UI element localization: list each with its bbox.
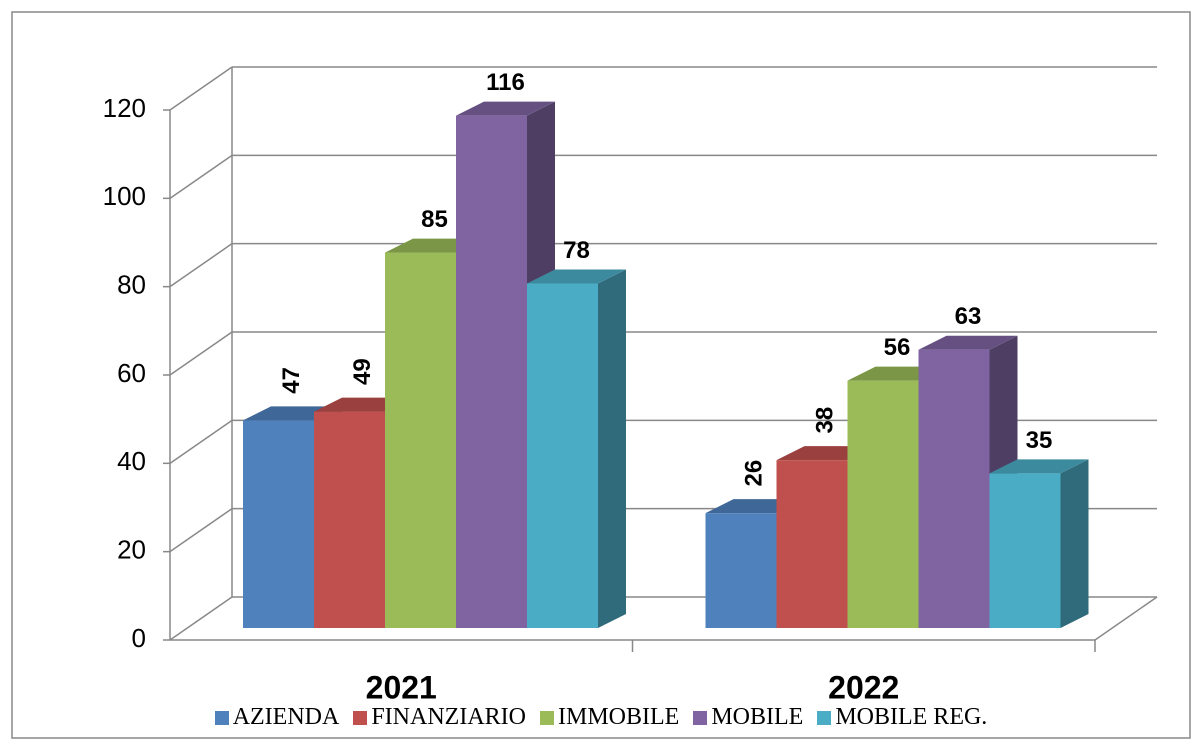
y-tick-label: 0 bbox=[132, 623, 146, 653]
legend-item: IMMOBILE bbox=[539, 704, 680, 731]
bar bbox=[705, 513, 777, 628]
value-label: 78 bbox=[563, 237, 590, 264]
value-label: 56 bbox=[884, 334, 911, 361]
bar bbox=[385, 252, 456, 629]
value-label: 35 bbox=[1026, 427, 1053, 454]
legend-swatch bbox=[817, 710, 832, 725]
x-tick-label: 2021 bbox=[366, 669, 437, 705]
legend-label: IMMOBILE bbox=[557, 704, 680, 730]
bar-side bbox=[598, 269, 626, 628]
legend-swatch bbox=[214, 710, 229, 725]
floor-right bbox=[1094, 596, 1158, 641]
grid-diagonal bbox=[169, 508, 233, 553]
bar bbox=[456, 115, 527, 628]
legend-swatch bbox=[693, 710, 708, 725]
grid-diagonal bbox=[169, 154, 233, 199]
legend-label: AZIENDA bbox=[232, 704, 340, 730]
bar bbox=[989, 473, 1061, 628]
value-label: 49 bbox=[349, 358, 376, 385]
grid-diagonal bbox=[169, 331, 233, 376]
legend-item: AZIENDA bbox=[214, 704, 340, 731]
legend-label: MOBILE REG. bbox=[835, 704, 988, 730]
legend-label: FINANZIARIO bbox=[371, 704, 526, 730]
legend-item: MOBILE REG. bbox=[817, 704, 987, 731]
bar bbox=[847, 380, 919, 628]
grid-diagonal bbox=[169, 596, 233, 641]
value-label: 38 bbox=[811, 407, 838, 434]
legend: AZIENDA FINANZIARIO IMMOBILE MOBILE MOBILE R… bbox=[0, 704, 1202, 731]
y-tick-label: 120 bbox=[103, 93, 146, 123]
legend-swatch bbox=[353, 710, 368, 725]
value-label: 26 bbox=[740, 460, 767, 487]
value-label: 47 bbox=[278, 367, 305, 394]
y-tick-label: 100 bbox=[103, 181, 146, 211]
bars bbox=[243, 101, 1089, 629]
bar bbox=[776, 460, 848, 628]
grid-diagonal bbox=[169, 419, 233, 464]
bar-top bbox=[918, 335, 1018, 350]
grid-diagonal bbox=[169, 243, 233, 288]
y-tick-label: 20 bbox=[117, 535, 146, 565]
value-label: 85 bbox=[421, 206, 448, 233]
labels: 2021 47 49 85 116 78 2022 26 38 56 63 35 bbox=[278, 69, 1053, 705]
bar bbox=[243, 420, 314, 628]
bar bbox=[918, 349, 990, 628]
bar-top bbox=[527, 269, 626, 284]
grid-diagonal bbox=[169, 66, 233, 111]
y-tick-label: 40 bbox=[117, 446, 146, 476]
bar-side bbox=[1060, 459, 1089, 628]
legend-swatch bbox=[539, 710, 554, 725]
y-tick-label: 80 bbox=[117, 270, 146, 300]
legend-item: FINANZIARIO bbox=[353, 704, 526, 731]
chart-frame bbox=[11, 11, 1191, 739]
bar-top bbox=[989, 459, 1089, 474]
legend-label: MOBILE bbox=[711, 704, 804, 730]
y-tick-label: 60 bbox=[117, 358, 146, 388]
bar-top bbox=[456, 101, 555, 116]
bar bbox=[314, 411, 385, 628]
x-tick-label: 2022 bbox=[828, 669, 899, 705]
value-label: 116 bbox=[486, 69, 525, 96]
bar bbox=[527, 283, 598, 628]
value-label: 63 bbox=[955, 303, 982, 330]
legend-item: MOBILE bbox=[693, 704, 803, 731]
